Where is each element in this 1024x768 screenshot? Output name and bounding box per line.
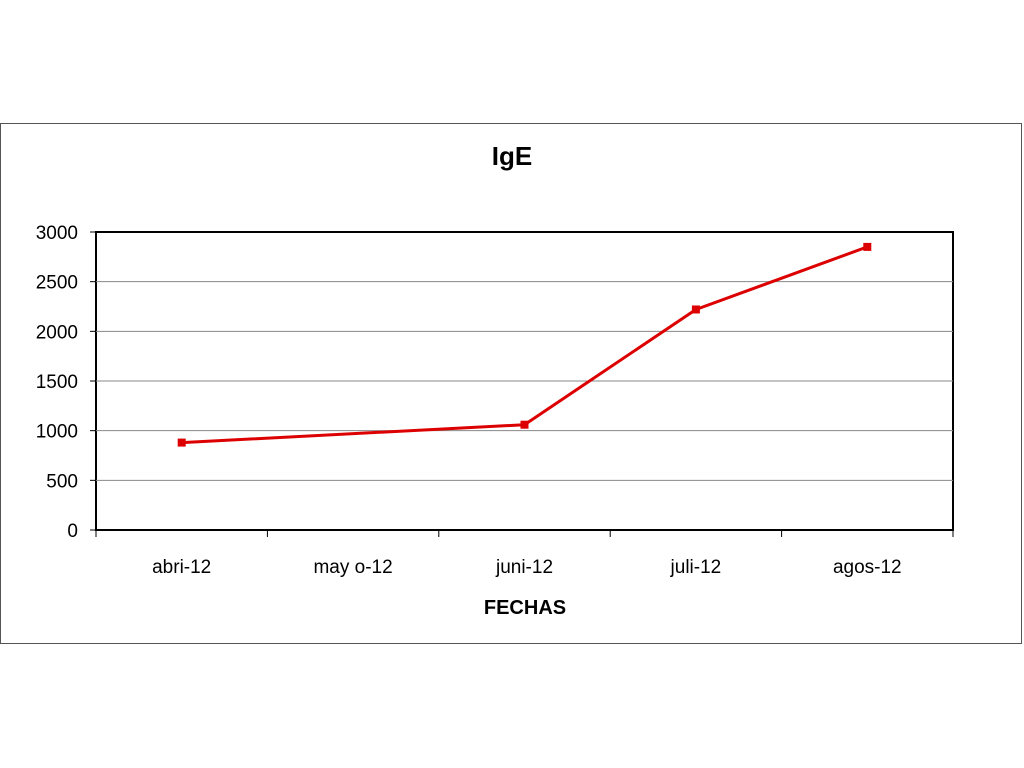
tick-labels: 0 500 1000 1500 2000 2500 3000 abri-12 may o-12 j… [36,223,902,578]
data-point [520,420,529,429]
y-tick-label: 2500 [36,273,78,294]
x-tick-label: may o-12 [313,557,392,578]
y-tick-label: 0 [67,521,78,542]
y-tick-label: 500 [46,471,78,492]
chart-title: IgE [492,141,532,171]
series-ige [177,242,872,447]
data-point [691,305,700,314]
y-tick-label: 2000 [36,322,78,343]
x-tick-label: juni-12 [495,557,553,578]
x-tick-label: abri-12 [152,557,211,578]
axis-ticks [90,231,954,537]
data-point [863,242,872,251]
x-tick-label: agos-12 [833,557,902,578]
y-tick-label: 1000 [36,422,78,443]
series-line [181,245,868,445]
y-tick-label: 1500 [36,372,78,393]
x-axis-title: FECHAS [484,597,566,619]
y-tick-label: 3000 [36,223,78,244]
grid-lines [96,281,953,481]
data-point [177,438,186,447]
x-tick-label: juli-12 [670,557,722,578]
